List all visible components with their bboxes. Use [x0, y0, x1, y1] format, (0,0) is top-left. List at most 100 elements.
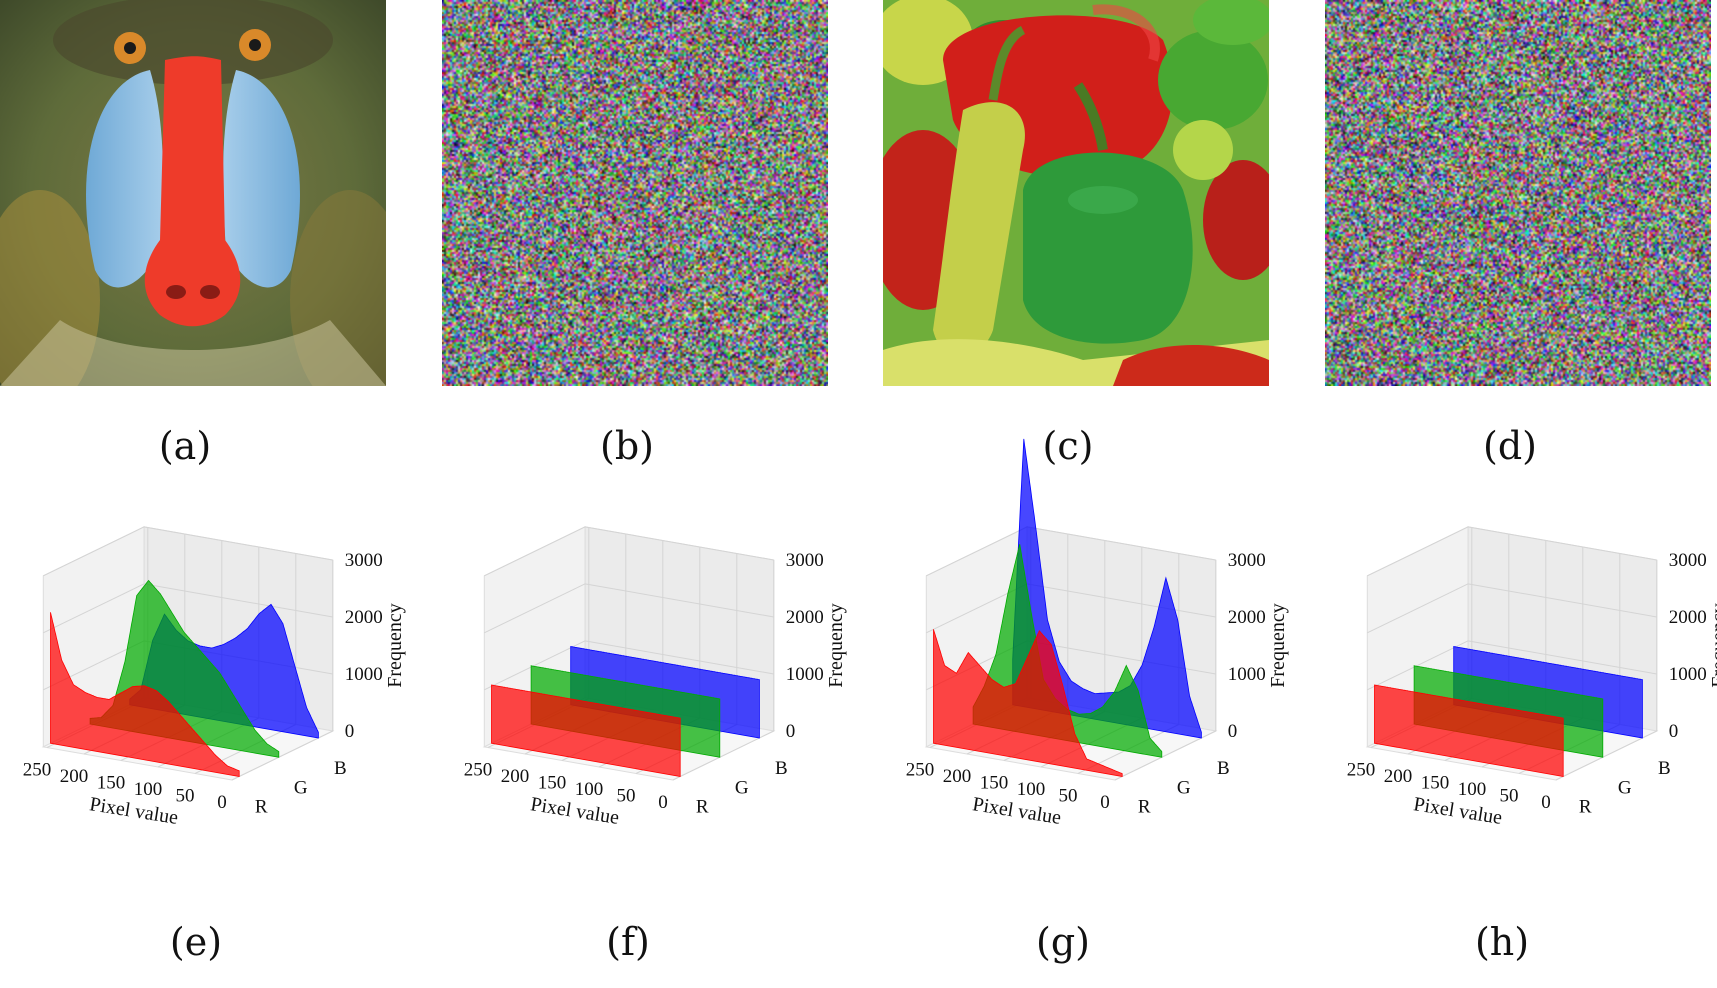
histogram-bars-R — [50, 612, 240, 777]
series-B — [1012, 438, 1202, 739]
y-tick-label: G — [1618, 777, 1632, 798]
z-axis-label: Frequency — [1267, 603, 1289, 687]
caption-g: (g) — [1036, 920, 1090, 964]
x-tick-label: 50 — [1500, 786, 1519, 807]
x-tick-label: 250 — [1347, 760, 1376, 781]
grid-line — [1468, 583, 1657, 618]
z-tick-label: 1000 — [1669, 664, 1707, 685]
caption-a: (a) — [158, 424, 212, 468]
histogram-h: 250 200 150 100 50 0 Pixel value R G B 0 1000 2000 30… — [1324, 510, 1717, 910]
histogram-bars-R — [491, 684, 681, 777]
grid-line — [672, 730, 775, 781]
grid-line — [1027, 583, 1216, 618]
x-tick-label: 150 — [97, 773, 126, 794]
encrypted-image-b — [442, 0, 828, 386]
z-tick-label: 1000 — [1228, 664, 1266, 685]
z-tick-label: 3000 — [1669, 550, 1707, 571]
x-tick-label: 200 — [60, 766, 89, 787]
caption-f: (f) — [606, 920, 650, 964]
z-tick-label: 3000 — [345, 550, 383, 571]
y-tick-label: B — [334, 758, 347, 779]
histogram-bars-B — [1012, 438, 1202, 739]
x-tick-label: 200 — [501, 766, 530, 787]
histogram-f: 250 200 150 100 50 0 Pixel value R G B 0 1000 2000 30… — [441, 510, 847, 910]
grid-line — [585, 583, 774, 618]
y-tick-label: R — [255, 797, 268, 818]
z-tick-label: 0 — [1669, 721, 1679, 742]
x-tick-label: 50 — [176, 786, 195, 807]
x-tick-label: 200 — [943, 766, 972, 787]
grid-line — [1114, 730, 1217, 781]
histogram-bars-R — [1374, 684, 1564, 777]
encrypted-image-d — [1325, 0, 1711, 386]
y-tick-label: G — [294, 777, 308, 798]
z-tick-label: 1000 — [345, 664, 383, 685]
x-tick-label: 50 — [1059, 786, 1078, 807]
z-tick-label: 1000 — [786, 664, 824, 685]
z-axis-label: Frequency — [825, 603, 847, 687]
z-axis-label: Frequency — [1708, 603, 1717, 687]
series-R — [50, 612, 240, 777]
grid-line — [484, 526, 586, 577]
x-tick-label: 250 — [23, 760, 52, 781]
x-tick-label: 100 — [1017, 779, 1046, 800]
mandrill-drawing — [0, 0, 386, 386]
grid-line — [43, 583, 145, 634]
histogram-bars-R — [933, 629, 1123, 777]
grid-line — [1367, 526, 1469, 577]
grid-line — [484, 583, 586, 634]
x-tick-label: 50 — [617, 786, 636, 807]
x-tick-label: 250 — [464, 760, 493, 781]
x-tick-label: 100 — [1458, 779, 1487, 800]
x-tick-label: 0 — [1100, 792, 1110, 813]
grid-line — [484, 640, 586, 691]
grid-line — [43, 526, 145, 577]
grid-line — [1468, 526, 1657, 561]
z-tick-label: 2000 — [786, 607, 824, 628]
grid-line — [585, 526, 774, 561]
y-tick-label: G — [735, 777, 749, 798]
y-tick-label: B — [1217, 758, 1230, 779]
grid-line — [1555, 730, 1658, 781]
grid-line — [231, 730, 334, 781]
caption-d: (d) — [1483, 424, 1537, 468]
z-tick-label: 2000 — [1228, 607, 1266, 628]
histogram-g: 250 200 150 100 50 0 Pixel value R G B 0 1000 2000 30… — [883, 438, 1289, 910]
y-tick-label: R — [1138, 797, 1151, 818]
grid-line — [1367, 640, 1469, 691]
z-tick-label: 3000 — [786, 550, 824, 571]
series-R — [933, 629, 1123, 777]
grid-line — [585, 640, 774, 675]
z-tick-label: 0 — [1228, 721, 1238, 742]
x-tick-label: 250 — [906, 760, 935, 781]
x-tick-label: 0 — [1541, 792, 1551, 813]
x-tick-label: 0 — [217, 792, 227, 813]
y-tick-label: G — [1177, 777, 1191, 798]
caption-h: (h) — [1474, 920, 1530, 964]
histogram-e: 250 200 150 100 50 0 Pixel value R G B 0 1000 2000 30… — [0, 510, 406, 910]
grid-line — [926, 526, 1028, 577]
grid-line — [1027, 526, 1216, 561]
grid-line — [144, 583, 333, 618]
peppers-image — [883, 0, 1269, 386]
mandrill-image — [0, 0, 386, 386]
series-R — [1374, 684, 1564, 777]
z-tick-label: 0 — [345, 721, 355, 742]
caption-c: (c) — [1042, 424, 1094, 468]
z-tick-label: 0 — [786, 721, 796, 742]
x-tick-label: 150 — [1421, 773, 1450, 794]
peppers-drawing — [883, 0, 1269, 386]
grid-line — [1468, 640, 1657, 675]
grid-line — [144, 526, 333, 561]
x-tick-label: 100 — [134, 779, 163, 800]
caption-e: (e) — [169, 920, 223, 964]
x-tick-label: 0 — [658, 792, 668, 813]
noise-canvas-d — [1325, 0, 1711, 386]
z-tick-label: 3000 — [1228, 550, 1266, 571]
y-tick-label: R — [1579, 797, 1592, 818]
x-tick-label: 150 — [538, 773, 567, 794]
